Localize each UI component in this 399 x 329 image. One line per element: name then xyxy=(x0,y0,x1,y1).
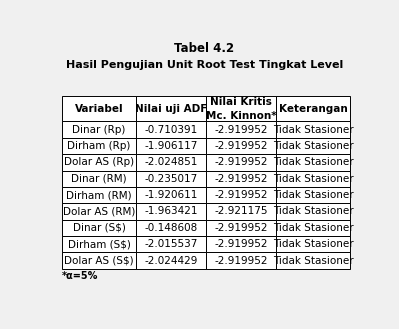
Bar xyxy=(62,187,136,203)
Text: Hasil Pengujian Unit Root Test Tingkat Level: Hasil Pengujian Unit Root Test Tingkat L… xyxy=(66,60,343,70)
Text: Tidak Stasioner: Tidak Stasioner xyxy=(273,125,354,135)
Bar xyxy=(62,138,136,154)
Bar xyxy=(62,203,136,220)
Text: Tidak Stasioner: Tidak Stasioner xyxy=(273,223,354,233)
Bar xyxy=(277,187,350,203)
Text: -1.963421: -1.963421 xyxy=(144,207,198,216)
Text: Nilai uji ADF: Nilai uji ADF xyxy=(135,104,207,114)
Bar xyxy=(62,220,136,236)
Text: Tabel 4.2: Tabel 4.2 xyxy=(174,42,235,55)
Bar xyxy=(136,236,206,252)
Bar xyxy=(277,96,350,121)
Bar xyxy=(206,170,277,187)
Text: Dirham (RM): Dirham (RM) xyxy=(66,190,132,200)
Text: Tidak Stasioner: Tidak Stasioner xyxy=(273,256,354,266)
Bar xyxy=(277,236,350,252)
Text: Dolar AS (RM): Dolar AS (RM) xyxy=(63,207,135,216)
Bar xyxy=(206,187,277,203)
Text: -1.920611: -1.920611 xyxy=(144,190,198,200)
Bar xyxy=(62,121,136,138)
Bar xyxy=(62,170,136,187)
Bar xyxy=(136,187,206,203)
Text: -1.906117: -1.906117 xyxy=(144,141,198,151)
Text: *α=5%: *α=5% xyxy=(62,271,99,281)
Bar xyxy=(277,203,350,220)
Text: -2.919952: -2.919952 xyxy=(214,174,268,184)
Text: -0.235017: -0.235017 xyxy=(144,174,198,184)
Bar xyxy=(206,138,277,154)
Bar xyxy=(136,203,206,220)
Bar xyxy=(206,96,277,121)
Bar xyxy=(62,96,136,121)
Text: -2.024851: -2.024851 xyxy=(144,157,198,167)
Text: Variabel: Variabel xyxy=(75,104,123,114)
Text: -2.919952: -2.919952 xyxy=(214,141,268,151)
Bar xyxy=(62,252,136,269)
Bar xyxy=(136,138,206,154)
Bar xyxy=(206,236,277,252)
Text: -0.148608: -0.148608 xyxy=(144,223,198,233)
Text: Dinar (RM): Dinar (RM) xyxy=(71,174,127,184)
Text: -2.919952: -2.919952 xyxy=(214,190,268,200)
Text: Dirham (Rp): Dirham (Rp) xyxy=(67,141,130,151)
Text: -2.919952: -2.919952 xyxy=(214,256,268,266)
Text: Dolar AS (S$): Dolar AS (S$) xyxy=(64,256,134,266)
Text: -2.024429: -2.024429 xyxy=(144,256,198,266)
Bar xyxy=(277,154,350,170)
Text: Keterangan: Keterangan xyxy=(279,104,348,114)
Text: -2.919952: -2.919952 xyxy=(214,239,268,249)
Bar xyxy=(206,121,277,138)
Bar xyxy=(136,170,206,187)
Bar xyxy=(136,252,206,269)
Text: Dinar (S$): Dinar (S$) xyxy=(73,223,125,233)
Text: -2.921175: -2.921175 xyxy=(214,207,268,216)
Text: Tidak Stasioner: Tidak Stasioner xyxy=(273,141,354,151)
Text: -0.710391: -0.710391 xyxy=(144,125,198,135)
Bar xyxy=(136,220,206,236)
Bar xyxy=(206,203,277,220)
Bar xyxy=(136,154,206,170)
Bar xyxy=(277,138,350,154)
Bar xyxy=(277,121,350,138)
Text: Tidak Stasioner: Tidak Stasioner xyxy=(273,190,354,200)
Text: Tidak Stasioner: Tidak Stasioner xyxy=(273,207,354,216)
Bar xyxy=(206,252,277,269)
Bar xyxy=(62,154,136,170)
Text: Tidak Stasioner: Tidak Stasioner xyxy=(273,174,354,184)
Bar xyxy=(136,121,206,138)
Text: -2.919952: -2.919952 xyxy=(214,223,268,233)
Text: Dirham (S$): Dirham (S$) xyxy=(67,239,130,249)
Bar xyxy=(277,170,350,187)
Text: Nilai Kritis
Mc. Kinnon*: Nilai Kritis Mc. Kinnon* xyxy=(206,97,277,121)
Text: -2.919952: -2.919952 xyxy=(214,125,268,135)
Bar xyxy=(206,220,277,236)
Text: Tidak Stasioner: Tidak Stasioner xyxy=(273,239,354,249)
Bar xyxy=(277,220,350,236)
Bar xyxy=(277,252,350,269)
Text: -2.919952: -2.919952 xyxy=(214,157,268,167)
Text: -2.015537: -2.015537 xyxy=(144,239,198,249)
Bar xyxy=(62,236,136,252)
Text: Dinar (Rp): Dinar (Rp) xyxy=(72,125,126,135)
Text: Tidak Stasioner: Tidak Stasioner xyxy=(273,157,354,167)
Text: Dolar AS (Rp): Dolar AS (Rp) xyxy=(64,157,134,167)
Bar xyxy=(136,96,206,121)
Bar xyxy=(206,154,277,170)
